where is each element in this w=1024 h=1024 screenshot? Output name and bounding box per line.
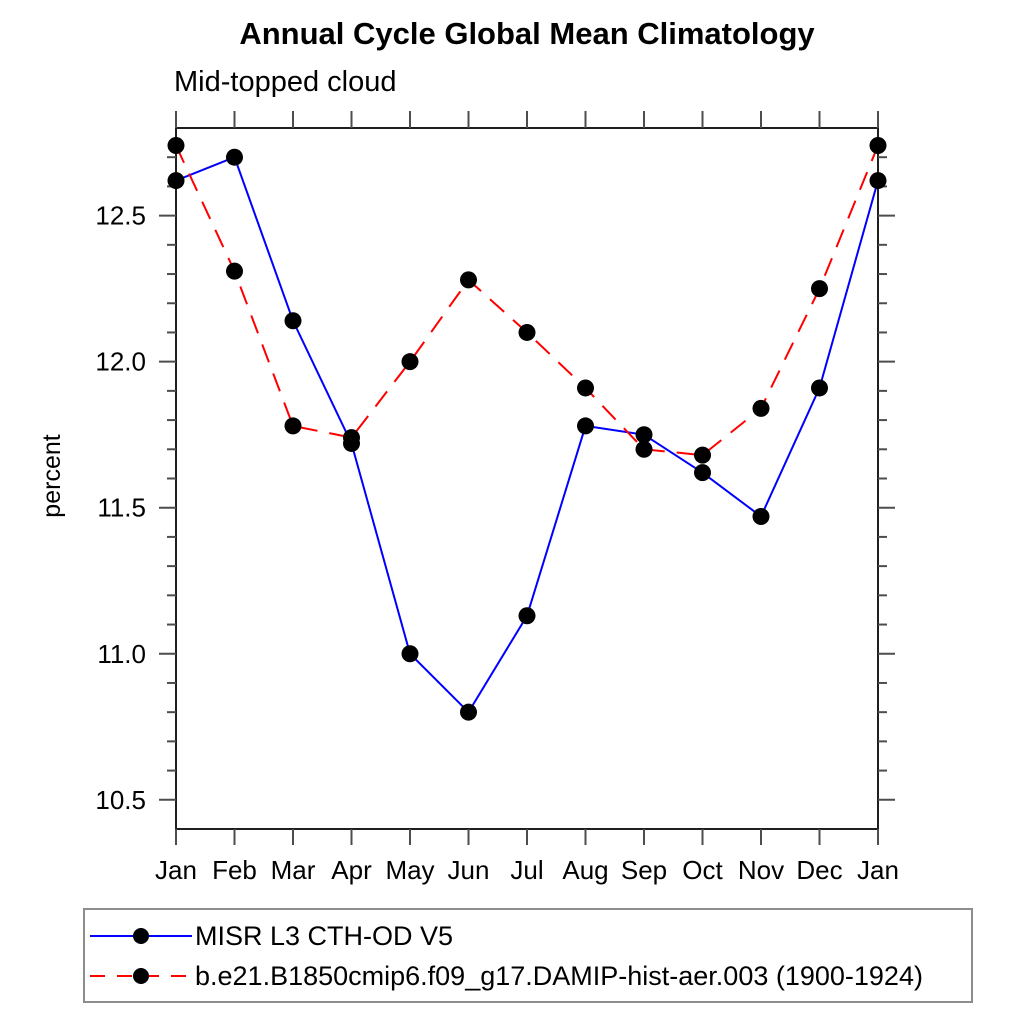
x-tick-label: Jan	[155, 855, 197, 885]
series-line-0	[175, 155, 879, 714]
y-tick-label: 12.0	[95, 347, 146, 377]
data-point-marker	[869, 172, 887, 190]
data-point-marker	[577, 417, 594, 435]
x-tick-label: Oct	[682, 855, 723, 885]
series-line-1	[175, 145, 879, 457]
data-point-marker	[518, 607, 536, 625]
x-tick-label: Aug	[562, 855, 608, 885]
y-axis-label: percent	[38, 434, 66, 517]
data-point-marker	[577, 379, 594, 397]
data-point-marker	[811, 280, 828, 298]
legend-line-sample-dashed-red	[90, 968, 192, 984]
legend-label-misr: MISR L3 CTH-OD V5	[195, 920, 454, 951]
x-tick-label: Feb	[212, 855, 257, 885]
series-1	[167, 137, 887, 464]
legend-marker-dot	[133, 968, 149, 984]
data-point-marker	[284, 417, 302, 435]
data-point-marker	[401, 353, 419, 371]
chart-subtitle: Mid-topped cloud	[174, 66, 397, 98]
plot-border	[175, 127, 879, 830]
data-point-marker	[167, 137, 185, 155]
data-point-marker	[460, 271, 477, 289]
y-tick-label: 11.5	[97, 493, 146, 523]
data-point-marker	[343, 429, 360, 447]
y-tick-label: 12.5	[95, 201, 146, 231]
x-axis: Jan Feb Mar Apr May Jun Jul Aug Sep Oct Nov Dec Jan	[155, 111, 899, 885]
chart-title: Annual Cycle Global Mean Climatology	[239, 16, 815, 51]
legend-entry-misr: MISR L3 CTH-OD V5	[85, 916, 971, 956]
data-point-marker	[752, 399, 770, 417]
x-tick-label: Jul	[510, 855, 543, 885]
data-point-marker	[869, 137, 887, 155]
series-0	[167, 148, 887, 721]
data-point-marker	[226, 262, 243, 280]
x-tick-label: Nov	[738, 855, 784, 885]
data-point-marker	[752, 507, 770, 525]
legend-marker-dot	[133, 928, 149, 944]
legend-box: MISR L3 CTH-OD V5 b.e21.B1850cmip6.f09_g…	[83, 908, 973, 1003]
legend-line-sample-solid-blue	[90, 928, 192, 944]
x-tick-label: Apr	[331, 855, 372, 885]
y-tick-label: 11.0	[97, 639, 146, 669]
legend-label-model: b.e21.B1850cmip6.f09_g17.DAMIP-hist-aer.…	[195, 960, 923, 991]
x-tick-label: Dec	[796, 855, 842, 885]
data-point-marker	[401, 645, 419, 663]
data-point-marker	[635, 426, 653, 444]
x-tick-label: Jan	[857, 855, 899, 885]
data-point-marker	[226, 148, 243, 166]
x-tick-label: May	[385, 855, 434, 885]
data-point-marker	[635, 440, 653, 458]
y-tick-label: 10.5	[95, 785, 146, 815]
x-tick-label: Mar	[271, 855, 316, 885]
y-axis: 10.5 11.0 11.5 12.0 12.5	[95, 156, 895, 815]
data-point-marker	[518, 323, 536, 341]
data-point-marker	[694, 446, 711, 464]
data-point-marker	[811, 379, 828, 397]
x-tick-label: Jun	[448, 855, 490, 885]
data-point-marker	[694, 464, 711, 482]
data-point-marker	[460, 703, 477, 721]
data-point-marker	[284, 312, 302, 330]
x-tick-label: Sep	[621, 855, 667, 885]
data-point-marker	[167, 172, 185, 190]
legend-entry-model: b.e21.B1850cmip6.f09_g17.DAMIP-hist-aer.…	[85, 956, 971, 996]
